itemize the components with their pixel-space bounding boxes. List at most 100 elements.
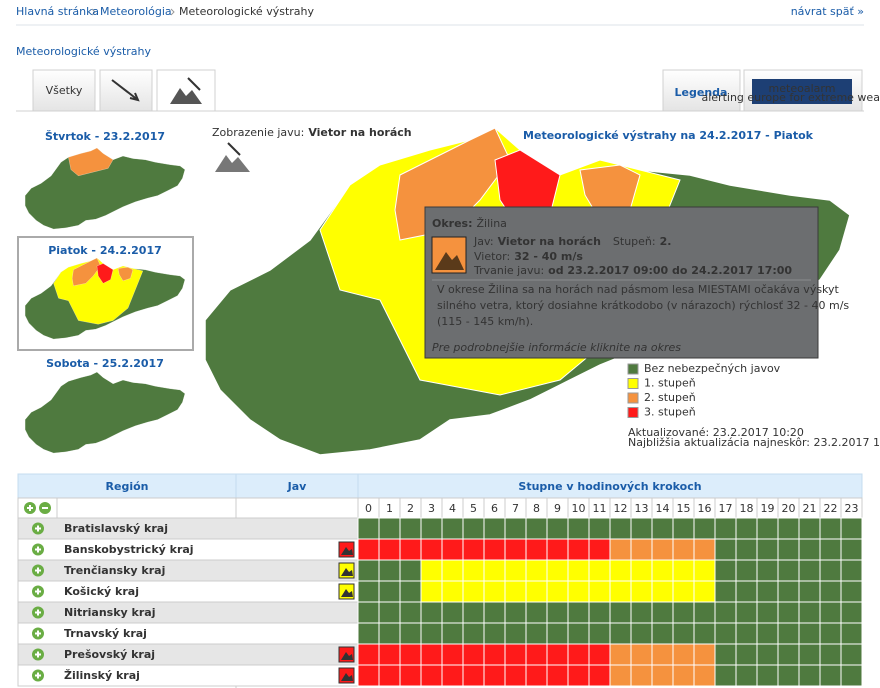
hour-label: 0 — [365, 502, 372, 515]
hour-level — [462, 664, 485, 687]
hour-level — [588, 517, 611, 540]
hour-level — [630, 664, 653, 687]
hour-level — [420, 538, 443, 561]
region-name[interactable]: Prešovský kraj — [64, 648, 155, 661]
hour-level — [819, 664, 842, 687]
hour-level — [819, 580, 842, 603]
hour-level — [798, 643, 821, 666]
hour-level — [420, 517, 443, 540]
day-label[interactable]: Štvrtok - 23.2.2017 — [45, 130, 165, 143]
hour-level — [714, 601, 737, 624]
tab[interactable] — [32, 69, 96, 112]
hour-level — [609, 580, 632, 603]
legend-swatch — [627, 363, 639, 375]
hour-level — [819, 643, 842, 666]
day-label[interactable]: Sobota - 25.2.2017 — [46, 357, 164, 370]
legend-swatch — [627, 407, 639, 418]
display-label-part: Vietor na horách — [308, 126, 411, 139]
hour-level — [693, 517, 716, 540]
updated: Aktualizované: 23.2.2017 10:20 — [628, 426, 804, 439]
region-name[interactable]: Trenčiansky kraj — [64, 564, 165, 577]
hour-level — [798, 538, 821, 561]
hour-level — [693, 538, 716, 561]
wind-icon — [187, 77, 201, 91]
hour-label: 23 — [845, 502, 859, 515]
region-name[interactable]: Trnavský kraj — [64, 627, 147, 640]
mountain-icon — [341, 673, 353, 681]
hour-level — [819, 559, 842, 582]
hours-row — [17, 497, 863, 519]
tooltip-description: silného vetra, ktorý dosiahne krátkodobo… — [437, 299, 849, 312]
tooltip-wind-part: 32 - 40 m/s — [514, 250, 583, 263]
hour-level — [504, 601, 527, 624]
legend-label: 1. stupeň — [644, 377, 696, 390]
day-map[interactable] — [25, 148, 185, 229]
hour-level — [714, 559, 737, 582]
hour-level — [777, 622, 800, 645]
map-title: Meteorologické výstrahy na 24.2.2017 - P… — [523, 129, 814, 142]
hour-level — [441, 664, 464, 687]
hour-level — [420, 559, 443, 582]
hour-level — [462, 622, 485, 645]
back-link[interactable]: návrat späť » — [791, 5, 864, 18]
hour-level — [399, 538, 422, 561]
breadcrumb-item[interactable]: Meteorológia — [100, 5, 172, 18]
hour-level — [525, 643, 548, 666]
hour-level — [630, 538, 653, 561]
region-name[interactable]: Nitriansky kraj — [64, 606, 155, 619]
hour-level — [651, 559, 674, 582]
hour-label: 21 — [803, 502, 817, 515]
hour-level — [588, 643, 611, 666]
hour-level — [840, 517, 863, 540]
hour-level — [735, 643, 758, 666]
hour-level — [378, 517, 401, 540]
hour-level — [609, 538, 632, 561]
hour-label: 20 — [782, 502, 796, 515]
meteoalarm-logo — [752, 79, 852, 104]
hour-level — [672, 601, 695, 624]
hour-level — [399, 517, 422, 540]
hour-level — [504, 538, 527, 561]
page-title: Meteorologické výstrahy — [16, 45, 151, 58]
hour-label: 10 — [572, 502, 586, 515]
region-name[interactable]: Žilinský kraj — [64, 669, 140, 682]
hour-level — [357, 559, 380, 582]
tab-label[interactable]: Legenda — [675, 86, 728, 99]
hour-level — [546, 580, 569, 603]
hour-level — [441, 538, 464, 561]
day-map[interactable] — [24, 371, 186, 454]
hour-level — [819, 517, 842, 540]
hour-level — [735, 517, 758, 540]
hour-level — [672, 517, 695, 540]
hour-level — [483, 580, 506, 603]
hour-level — [504, 559, 527, 582]
hour-label: 12 — [614, 502, 628, 515]
day-label[interactable]: Piatok - 24.2.2017 — [48, 244, 162, 257]
region-name[interactable]: Banskobystrický kraj — [64, 543, 194, 556]
breadcrumb-item[interactable]: Hlavná stránka — [16, 5, 99, 18]
hour-label: 7 — [512, 502, 519, 515]
hour-level — [399, 601, 422, 624]
hour-label: 19 — [761, 502, 775, 515]
hour-level — [357, 538, 380, 561]
plus-icon — [35, 567, 41, 574]
hour-level — [546, 559, 569, 582]
hour-level — [819, 601, 842, 624]
region-name[interactable]: Košický kraj — [64, 585, 139, 598]
tab-label[interactable]: Všetky — [46, 84, 83, 97]
hour-level — [567, 601, 590, 624]
hour-level — [756, 601, 779, 624]
region-name[interactable]: Bratislavský kraj — [64, 522, 168, 535]
hour-level — [441, 622, 464, 645]
tab-active[interactable] — [156, 69, 216, 112]
hour-level — [588, 580, 611, 603]
hour-level — [588, 622, 611, 645]
hour-level — [462, 643, 485, 666]
hour-level — [525, 559, 548, 582]
hour-level — [672, 580, 695, 603]
hour-level — [777, 601, 800, 624]
hour-level — [651, 517, 674, 540]
hour-level — [798, 622, 821, 645]
